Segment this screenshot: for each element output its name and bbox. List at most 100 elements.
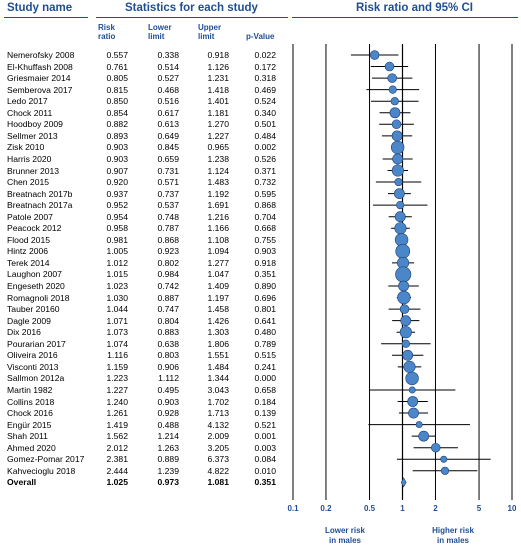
study-marker [400, 315, 412, 327]
study-name-cell: Pourarian 2017 [7, 338, 66, 349]
x-tick-label: 10 [507, 504, 517, 513]
study-marker [391, 130, 403, 142]
p-value-cell: 0.668 [254, 223, 276, 234]
study-name-cell: Patole 2007 [7, 211, 53, 222]
upper-limit-cell: 1.166 [207, 223, 229, 234]
lower-limit-cell: 0.495 [157, 384, 179, 395]
upper-limit-cell: 0.965 [207, 142, 229, 153]
lower-limit-cell: 0.468 [157, 84, 179, 95]
upper-limit-cell: 1.806 [207, 338, 229, 349]
study-marker [397, 290, 411, 305]
study-name-cell: Engür 2015 [7, 419, 52, 430]
risk-ratio-cell: 1.005 [106, 246, 128, 257]
risk-ratio-col-header: Risk ratio [98, 23, 115, 41]
study-name-cell: Sallmon 2012a [7, 373, 65, 384]
study-marker [392, 153, 404, 165]
lower-limit-cell: 0.571 [157, 177, 179, 188]
overall-study-name-cell: Overall [7, 477, 37, 488]
study-marker [402, 349, 414, 361]
study-name-cell: Tauber 20160 [7, 304, 60, 315]
x-tick-label: 0.2 [320, 504, 332, 513]
p-value-cell: 0.755 [254, 234, 276, 245]
p-value-cell: 0.184 [254, 396, 276, 407]
lower-limit-header-line1: Lower [148, 23, 172, 32]
study-marker [407, 396, 419, 407]
risk-ratio-cell: 0.882 [106, 119, 128, 130]
right-note-line1: Higher risk [432, 526, 474, 535]
upper-limit-cell: 1.270 [207, 119, 229, 130]
upper-limit-cell: 1.401 [207, 96, 229, 107]
upper-limit-cell: 1.418 [207, 84, 229, 95]
study-name-cell: Collins 2018 [7, 396, 55, 407]
p-value-cell: 0.515 [254, 350, 276, 361]
study-marker [391, 119, 402, 130]
lower-limit-cell: 0.803 [157, 350, 179, 361]
right-note-line2: in males [436, 536, 469, 545]
lower-limit-cell: 0.638 [157, 338, 179, 349]
right-direction-note: Higher risk in males [418, 526, 488, 546]
study-name-cell: Kahvecioglu 2018 [7, 465, 76, 476]
risk-ratio-cell: 1.015 [106, 269, 128, 280]
risk-ratio-cell: 0.920 [106, 177, 128, 188]
p-value-col-header: p-Value [246, 32, 275, 41]
study-marker [369, 50, 380, 60]
overall-diamond [400, 477, 407, 488]
lower-limit-cell: 0.804 [157, 315, 179, 326]
upper-limit-cell: 1.409 [207, 281, 229, 291]
study-name-cell: Oliveira 2016 [7, 350, 58, 361]
p-value-cell: 0.521 [254, 419, 276, 430]
lower-limit-cell: 1.214 [157, 431, 179, 442]
upper-limit-cell: 4.132 [207, 419, 229, 430]
risk-ratio-cell: 1.044 [106, 304, 128, 315]
p-value-cell: 0.022 [254, 50, 276, 60]
upper-limit-cell: 1.344 [207, 373, 229, 384]
study-name-cell: Breatnach 2017a [7, 200, 73, 211]
p-value-cell: 0.801 [254, 304, 276, 315]
lower-limit-cell: 0.649 [157, 130, 179, 141]
risk-ratio-cell: 1.223 [106, 373, 128, 384]
x-tick-label: 0.1 [287, 504, 299, 513]
risk-ratio-cell: 1.030 [106, 292, 128, 303]
p-value-cell: 0.732 [254, 177, 276, 188]
p-value-cell: 0.484 [254, 130, 276, 141]
risk-ratio-cell: 2.012 [106, 442, 128, 453]
risk-ratio-cell: 0.907 [106, 165, 128, 176]
lower-limit-cell: 0.537 [157, 200, 179, 211]
study-marker [389, 107, 401, 119]
upper-limit-cell: 1.231 [207, 73, 229, 84]
risk-ratio-cell: 0.805 [106, 73, 128, 84]
study-marker [394, 188, 405, 199]
p-value-cell: 0.501 [254, 119, 276, 130]
p-value-cell: 0.641 [254, 315, 276, 326]
study-marker [415, 421, 423, 429]
lower-limit-cell: 0.787 [157, 223, 179, 234]
upper-limit-cell: 1.238 [207, 153, 229, 164]
lower-limit-cell: 0.747 [157, 304, 179, 315]
study-name-header: Study name [7, 2, 73, 14]
upper-limit-cell: 4.822 [207, 465, 229, 476]
p-value-cell: 0.903 [254, 246, 276, 257]
risk-ratio-cell: 0.761 [106, 61, 128, 72]
study-marker [430, 442, 441, 453]
study-marker [387, 73, 397, 83]
risk-ratio-cell: 1.240 [106, 396, 128, 407]
risk-ratio-cell: 0.954 [106, 211, 128, 222]
study-name-cell: Martin 1982 [7, 384, 53, 395]
risk-ratio-cell: 1.071 [106, 315, 128, 326]
p-value-cell: 0.351 [254, 269, 276, 280]
study-name-cell: Shah 2011 [7, 431, 48, 442]
study-name-cell: Ledo 2017 [7, 96, 48, 107]
lower-limit-cell: 0.514 [157, 61, 179, 72]
p-value-cell: 0.480 [254, 327, 276, 338]
study-marker [399, 304, 410, 314]
study-name-cell: Engeseth 2020 [7, 281, 65, 291]
risk-ratio-cell: 1.159 [106, 361, 128, 372]
study-marker [395, 266, 412, 283]
upper-limit-cell: 1.551 [207, 350, 229, 361]
lower-limit-cell: 0.903 [157, 396, 179, 407]
x-tick-label: 1 [400, 504, 405, 513]
p-value-cell: 0.001 [254, 431, 276, 442]
risk-ratio-cell: 0.903 [106, 142, 128, 153]
lower-limit-cell: 1.263 [157, 442, 179, 453]
upper-limit-cell: 1.227 [207, 130, 229, 141]
